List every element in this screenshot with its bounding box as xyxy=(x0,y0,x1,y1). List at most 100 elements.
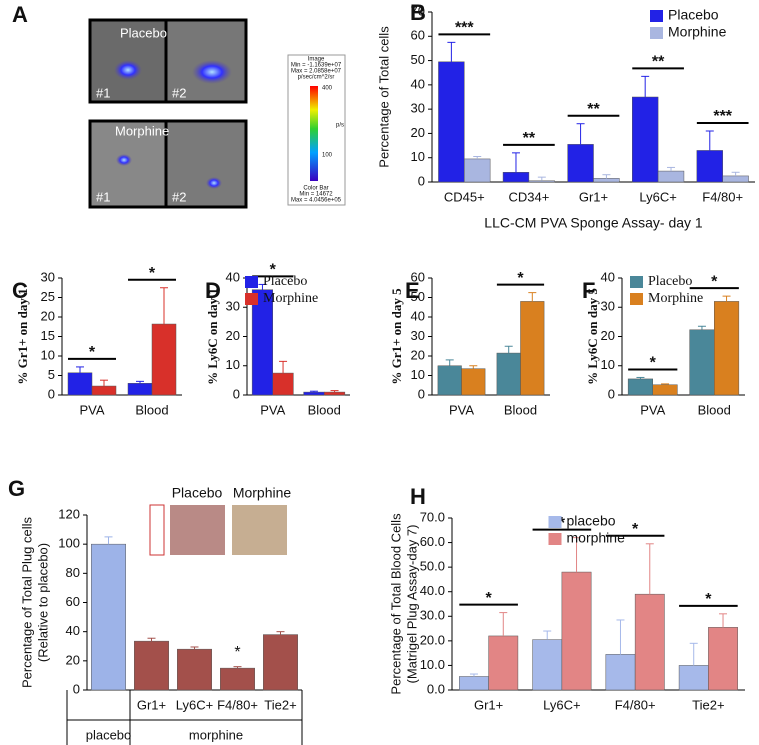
y-tick-label: 5 xyxy=(48,367,55,382)
image-id: #1 xyxy=(96,189,110,204)
panel-label: G xyxy=(8,476,25,501)
panel-label: D xyxy=(205,278,221,303)
error-bar xyxy=(258,283,267,290)
legend-label: Placebo xyxy=(668,7,719,23)
signal xyxy=(192,60,232,84)
legend-swatch xyxy=(548,516,562,528)
chart: E 0 10 20 30 40 50 60 PVA Blood * % Gr1+ on day 5 xyxy=(389,269,550,417)
bar xyxy=(263,634,298,691)
y-tick-label: 70.0 xyxy=(420,509,445,524)
plug-image xyxy=(232,505,287,555)
ruler-image xyxy=(149,504,165,556)
y-tick-label: 25 xyxy=(41,289,55,304)
error-bar xyxy=(645,543,654,595)
bar xyxy=(605,654,636,691)
bar xyxy=(696,150,723,183)
bar xyxy=(496,352,521,396)
error-bar xyxy=(719,613,728,628)
bar xyxy=(272,372,294,396)
error-bar xyxy=(309,390,318,393)
x-tick-label: PVA xyxy=(640,402,665,417)
bar xyxy=(657,170,685,183)
error-bar xyxy=(499,612,508,636)
info-line: Image xyxy=(308,57,325,63)
x-tick-label: CD45+ xyxy=(444,189,485,204)
y-tick-label: 10 xyxy=(226,357,240,372)
y-tick-label: 50 xyxy=(411,52,425,67)
info-line: p/sec/cm^2/sr xyxy=(298,75,335,81)
bar xyxy=(177,648,212,691)
y-tick-label: 60 xyxy=(411,269,425,284)
error-bar xyxy=(136,380,144,384)
bar xyxy=(593,178,620,183)
error-bar xyxy=(705,130,714,151)
y-tick-label: 50.0 xyxy=(420,559,445,574)
y-tick-label: 50 xyxy=(411,289,425,304)
y-axis-label: % Ly6C on day 1 xyxy=(205,288,220,385)
colorbar xyxy=(310,86,318,181)
x-tick-label: F4/80+ xyxy=(615,697,656,712)
signal xyxy=(116,154,132,166)
error-bar xyxy=(279,360,288,374)
chart: G 0 20 40 60 80 100 120 Gr1+ Ly6C+ F4/80+ * Tie2+ Per… xyxy=(8,476,303,745)
error-bar xyxy=(469,673,478,677)
y-tick-label: 40 xyxy=(226,269,240,284)
y-axis-label: % Gr1+ on day 5 xyxy=(389,288,404,385)
error-bar xyxy=(473,156,482,159)
panel-label: H xyxy=(410,484,426,509)
x-tick-label: Blood xyxy=(698,402,731,417)
y-tick-label: 30 xyxy=(411,101,425,116)
error-bar xyxy=(100,379,108,387)
y-tick-label: 120 xyxy=(58,506,80,521)
bar xyxy=(567,144,594,183)
y-tick-label: 10.0 xyxy=(420,657,445,672)
error-bar xyxy=(636,376,645,379)
bar xyxy=(438,61,465,183)
y-tick-label: 20 xyxy=(226,328,240,343)
y-tick-label: 10 xyxy=(411,149,425,164)
colorbar-line: Max = 4.0456e+05 xyxy=(291,198,342,204)
y-tick-label: 30 xyxy=(41,269,55,284)
error-bar xyxy=(147,637,156,642)
bar xyxy=(689,329,715,396)
error-bar xyxy=(276,631,285,635)
error-bar xyxy=(511,152,520,173)
error-bar xyxy=(576,123,585,145)
y-tick-label: 30 xyxy=(411,328,425,343)
y-tick-label: 100 xyxy=(58,536,80,551)
bar xyxy=(127,383,153,396)
y-tick-label: 40 xyxy=(66,623,80,638)
y-tick-label: 20 xyxy=(411,347,425,362)
significance: * xyxy=(149,265,156,282)
legend-swatch xyxy=(548,533,562,545)
group-label: placebo xyxy=(86,727,132,742)
x-tick-label: F4/80+ xyxy=(217,697,258,712)
error-bar xyxy=(528,292,537,302)
legend-swatch xyxy=(245,293,258,305)
y-tick-label: 40 xyxy=(411,76,425,91)
colorbar-line: Color Bar xyxy=(303,186,328,192)
image-label: Placebo xyxy=(120,25,167,40)
bar xyxy=(91,385,117,396)
y-tick-label: 20 xyxy=(601,328,615,343)
error-bar xyxy=(689,642,698,666)
y-tick-label: 0 xyxy=(73,681,80,696)
y-tick-label: 20 xyxy=(41,308,55,323)
panel-label: C xyxy=(12,278,28,303)
info-line: Min = -1.1639e+07 xyxy=(291,63,342,69)
bar xyxy=(488,635,519,691)
legend-label: Morphine xyxy=(648,291,703,306)
bar xyxy=(461,368,486,396)
error-bar xyxy=(667,166,676,172)
significance: * xyxy=(559,515,566,532)
y-axis-label: (Relative to placebo) xyxy=(35,543,50,662)
significance: ** xyxy=(652,54,665,71)
bar xyxy=(532,639,563,691)
panel-label: E xyxy=(405,278,420,303)
y-tick-label: 15 xyxy=(41,328,55,343)
colorbar-tick: 400 xyxy=(322,86,333,92)
image-id: #2 xyxy=(172,189,186,204)
chart: D 0 10 20 30 40 PVA * Blood % Ly6C on day 1 Placeb… xyxy=(205,262,350,417)
x-tick-label: F4/80+ xyxy=(702,189,743,204)
